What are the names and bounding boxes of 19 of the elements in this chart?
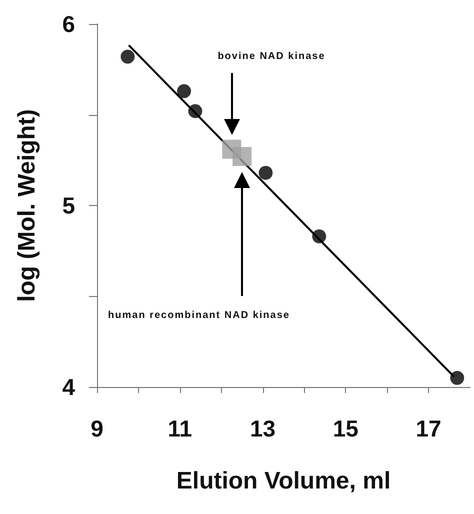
annotation: bovine NAD kinase bbox=[218, 51, 326, 62]
y-tick-label: 4 bbox=[62, 374, 76, 400]
annotation: human recombinant NAD kinase bbox=[108, 310, 290, 322]
x-tick-label: 9 bbox=[90, 416, 104, 442]
y-tick-label: 6 bbox=[62, 11, 75, 37]
y-tick-label: 5 bbox=[62, 192, 76, 218]
point bbox=[450, 370, 464, 385]
x-tick-label: 17 bbox=[416, 416, 442, 442]
x-axis-title: Elution Volume, ml bbox=[176, 468, 391, 494]
point bbox=[312, 229, 326, 244]
point bbox=[177, 84, 192, 98]
point bbox=[120, 50, 135, 64]
point bbox=[232, 146, 252, 166]
x-tick-label: 13 bbox=[250, 416, 276, 442]
y-axis-title: log (Mol. Weight) bbox=[14, 109, 40, 302]
point bbox=[188, 104, 202, 118]
point bbox=[258, 166, 273, 180]
x-tick-label: 15 bbox=[332, 416, 359, 442]
x-tick-label: 11 bbox=[168, 416, 192, 442]
